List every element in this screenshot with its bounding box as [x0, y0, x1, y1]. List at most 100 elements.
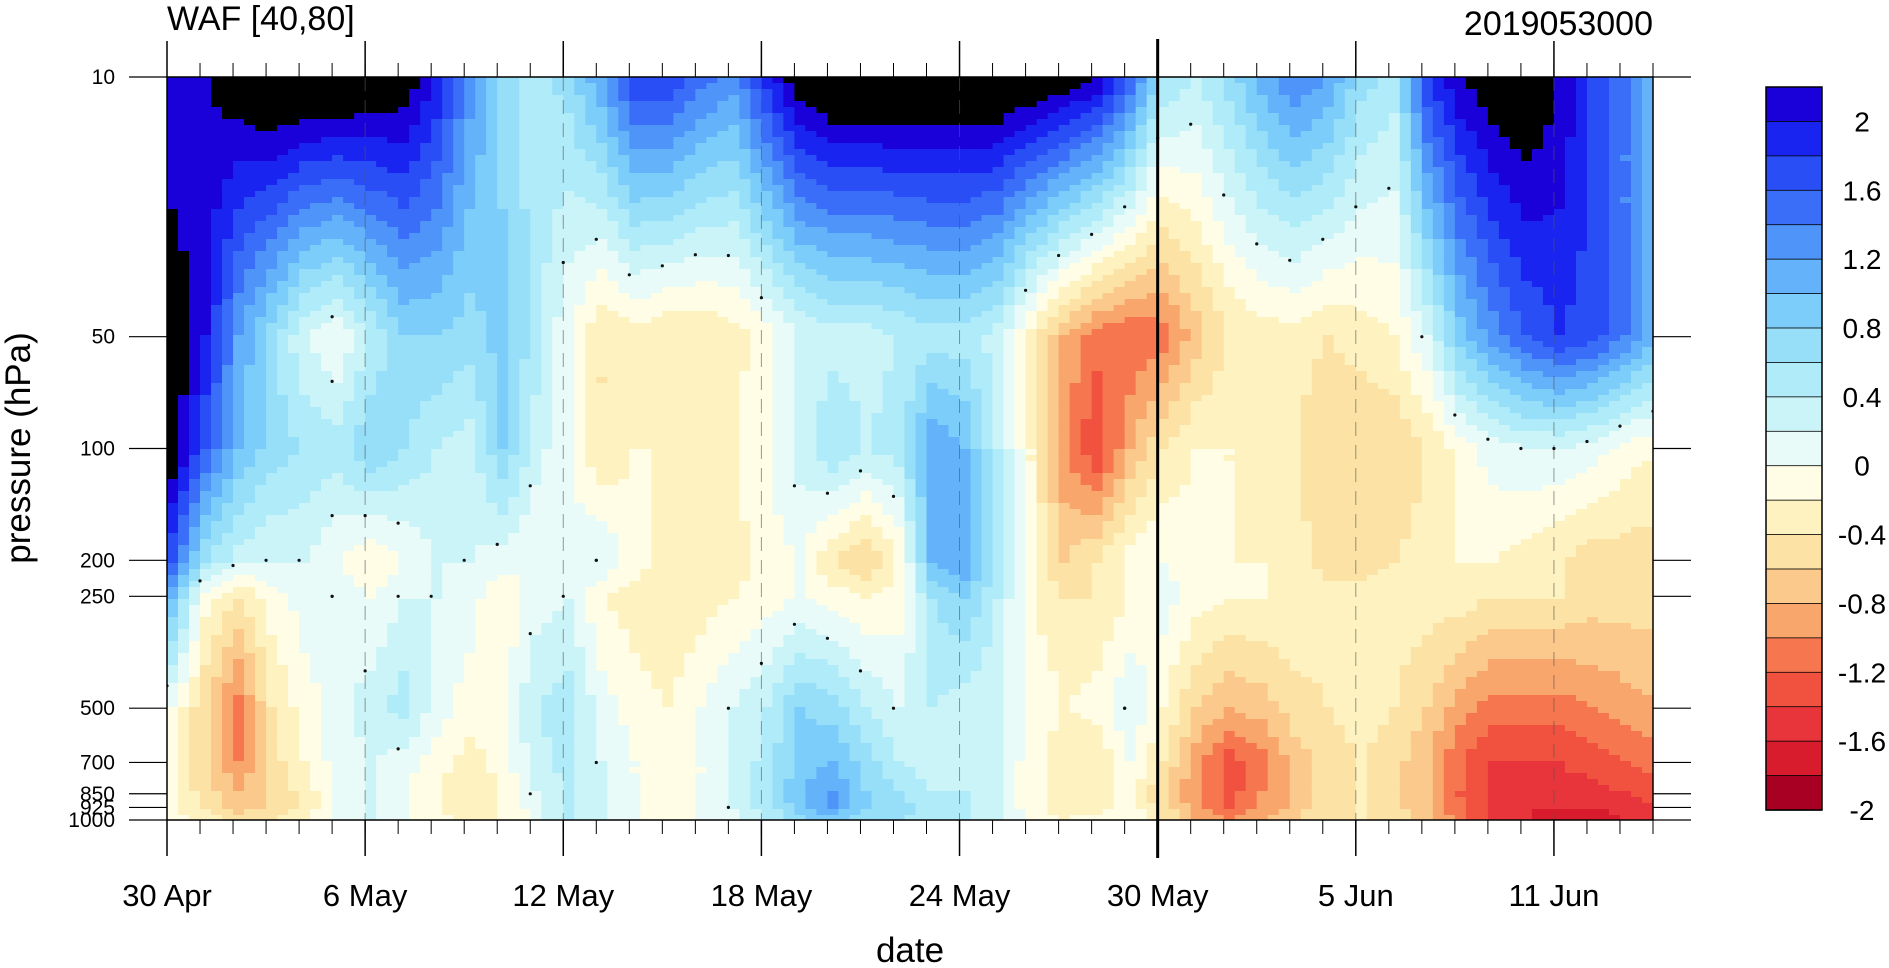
- heat-cell: [332, 569, 344, 576]
- heat-cell: [398, 107, 410, 114]
- heat-cell: [398, 617, 410, 624]
- heat-cell: [255, 749, 267, 756]
- heat-cell: [365, 455, 377, 462]
- heat-cell: [541, 497, 553, 504]
- heat-cell: [365, 773, 377, 780]
- heat-cell: [244, 161, 256, 168]
- heat-cell: [442, 131, 454, 138]
- heat-cell: [178, 425, 190, 432]
- heat-cell: [299, 773, 311, 780]
- heat-cell: [552, 431, 564, 438]
- heat-cell: [332, 359, 344, 366]
- heat-cell: [310, 695, 322, 702]
- heat-cell: [508, 725, 520, 732]
- heat-cell: [167, 131, 179, 138]
- heat-cell: [277, 551, 289, 558]
- heat-cell: [387, 725, 399, 732]
- heat-cell: [288, 161, 300, 168]
- heat-cell: [530, 107, 542, 114]
- heat-cell: [574, 761, 586, 768]
- heat-cell: [354, 587, 366, 594]
- heat-cell: [420, 107, 432, 114]
- heat-cell: [453, 107, 465, 114]
- heat-cell: [596, 773, 608, 780]
- heat-cell: [585, 803, 597, 810]
- heat-cell: [189, 161, 201, 168]
- heat-cell: [244, 203, 256, 210]
- heat-cell: [541, 587, 553, 594]
- heat-cell: [442, 365, 454, 372]
- heat-cell: [277, 425, 289, 432]
- heat-cell: [365, 101, 377, 108]
- heat-cell: [464, 233, 476, 240]
- heat-cell: [552, 329, 564, 336]
- heat-cell: [585, 731, 597, 738]
- heat-cell: [464, 455, 476, 462]
- heat-cell: [332, 809, 344, 816]
- heat-cell: [211, 557, 223, 564]
- heat-cell: [519, 455, 531, 462]
- heat-cell: [596, 479, 608, 486]
- heat-cell: [519, 563, 531, 570]
- heat-cell: [563, 647, 575, 654]
- heat-cell: [255, 161, 267, 168]
- heat-cell: [563, 797, 575, 804]
- heat-cell: [420, 413, 432, 420]
- heat-cell: [343, 611, 355, 618]
- heat-cell: [519, 227, 531, 234]
- heat-cell: [607, 149, 619, 156]
- heat-cell: [475, 779, 487, 786]
- heat-cell: [222, 557, 234, 564]
- heat-cell: [596, 263, 608, 270]
- heat-cell: [233, 359, 245, 366]
- heat-cell: [596, 677, 608, 684]
- heat-cell: [277, 359, 289, 366]
- heat-cell: [376, 299, 388, 306]
- heat-cell: [266, 305, 278, 312]
- heat-cell: [497, 245, 509, 252]
- heat-cell: [178, 317, 190, 324]
- heat-cell: [475, 317, 487, 324]
- heat-cell: [398, 677, 410, 684]
- heat-cell: [211, 503, 223, 510]
- heat-cell: [563, 809, 575, 816]
- heat-cell: [244, 773, 256, 780]
- heat-cell: [420, 665, 432, 672]
- heat-cell: [574, 749, 586, 756]
- heat-cell: [288, 635, 300, 642]
- heat-cell: [563, 365, 575, 372]
- heat-cell: [310, 425, 322, 432]
- heat-cell: [365, 305, 377, 312]
- heat-cell: [255, 407, 267, 414]
- heat-cell: [211, 581, 223, 588]
- heat-cell: [541, 173, 553, 180]
- heat-cell: [409, 347, 421, 354]
- heat-cell: [189, 173, 201, 180]
- heat-cell: [376, 641, 388, 648]
- heat-cell: [519, 101, 531, 108]
- heat-cell: [530, 275, 542, 282]
- heat-cell: [508, 329, 520, 336]
- heat-cell: [387, 191, 399, 198]
- heat-cell: [266, 299, 278, 306]
- heat-cell: [387, 221, 399, 228]
- heat-cell: [310, 113, 322, 120]
- heat-cell: [464, 755, 476, 762]
- heat-cell: [508, 767, 520, 774]
- heat-cell: [420, 569, 432, 576]
- heat-cell: [189, 335, 201, 342]
- heat-cell: [299, 527, 311, 534]
- heat-cell: [321, 137, 333, 144]
- heat-cell: [574, 221, 586, 228]
- heat-cell: [552, 323, 564, 330]
- heat-cell: [585, 791, 597, 798]
- heat-cell: [233, 623, 245, 630]
- heat-cell: [541, 563, 553, 570]
- heat-cell: [266, 143, 278, 150]
- heat-cell: [244, 455, 256, 462]
- heat-cell: [552, 239, 564, 246]
- heat-cell: [310, 341, 322, 348]
- heat-cell: [244, 239, 256, 246]
- heat-cell: [453, 773, 465, 780]
- heat-cell: [409, 521, 421, 528]
